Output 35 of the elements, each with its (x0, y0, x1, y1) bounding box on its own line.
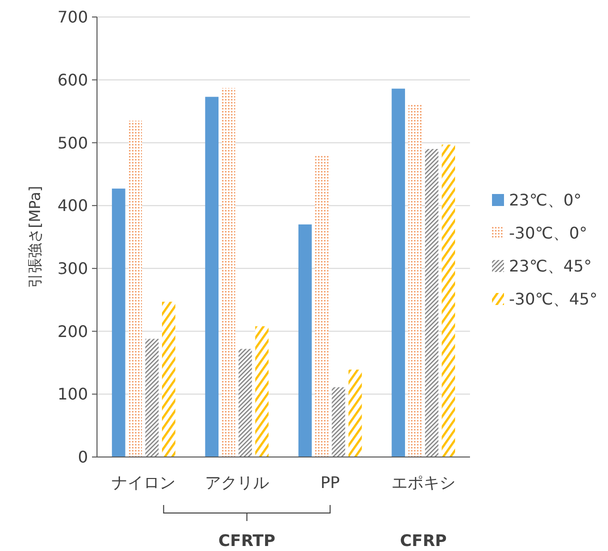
x-tick-label: エポキシ (391, 473, 456, 492)
y-axis-title: 引張強さ[MPa] (26, 186, 44, 288)
bar (205, 96, 219, 457)
bar (332, 387, 346, 457)
bar (255, 326, 269, 457)
text: CFRP (400, 531, 448, 550)
y-tick-label: 0 (78, 448, 88, 467)
bar (425, 149, 438, 457)
bar (315, 155, 328, 457)
bar (145, 338, 159, 457)
y-tick-label: 500 (57, 133, 88, 152)
bar (408, 104, 422, 457)
bar (238, 348, 252, 457)
bar (298, 224, 312, 457)
legend-label: -30℃、45° (509, 290, 598, 309)
x-tick-label: アクリル (204, 473, 269, 492)
bar (348, 370, 362, 457)
y-tick-label: 700 (57, 8, 88, 27)
legend-label: 23℃、0° (509, 190, 582, 210)
bar (112, 188, 126, 457)
bar (128, 120, 142, 457)
y-tick-label: 400 (57, 196, 88, 216)
y-tick-label: 200 (57, 322, 88, 341)
bar (392, 88, 406, 457)
x-tick-label: ナイロン (112, 473, 176, 492)
bar (162, 302, 176, 457)
y-tick-label: 100 (57, 384, 88, 404)
y-tick-label: 600 (57, 70, 88, 90)
text: CFRTP (218, 531, 276, 550)
legend-label: -30℃、0° (509, 224, 588, 243)
x-tick-label: PP (320, 473, 340, 492)
bar (442, 144, 456, 457)
legend-label: 23℃、45° (509, 256, 592, 276)
bar (222, 88, 236, 457)
y-tick-label: 300 (57, 259, 88, 278)
